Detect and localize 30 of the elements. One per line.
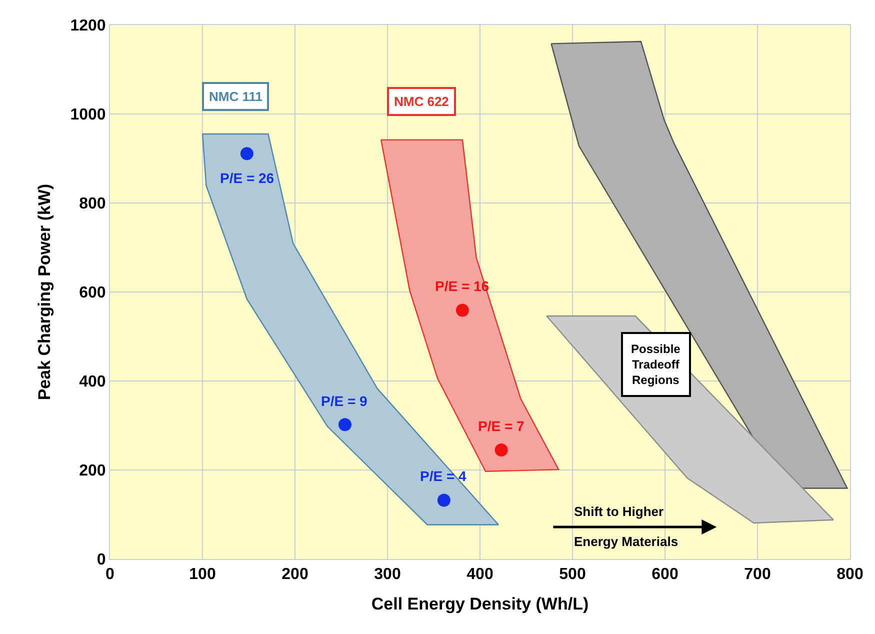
- y-axis-title: Peak Charging Power (kW): [34, 184, 54, 400]
- x-tick-label: 500: [559, 566, 586, 584]
- x-tick-label: 800: [836, 566, 864, 584]
- x-tick-label: 200: [282, 566, 308, 584]
- x-tick-label: 600: [652, 566, 678, 584]
- annotation: P/E = 26: [220, 170, 274, 186]
- y-tick-label: 400: [79, 374, 106, 391]
- annotation: Possible Tradeoff Regions: [631, 342, 681, 388]
- point: [338, 418, 352, 432]
- y-tick-label: 200: [79, 462, 106, 480]
- x-tick-label: 700: [744, 566, 771, 584]
- x-axis-title: Cell Energy Density (Wh/L): [371, 594, 589, 614]
- x-tick-label: 100: [189, 566, 216, 584]
- y-tick-label: 600: [79, 284, 106, 302]
- point: [240, 147, 254, 160]
- y-tick-label: 0: [96, 552, 106, 569]
- y-tick-label: 800: [79, 196, 106, 213]
- y-tick-label: 1200: [70, 18, 106, 35]
- point: [494, 443, 508, 456]
- text: NMC 111: [209, 89, 262, 104]
- annotation: P/E = 9: [321, 393, 368, 409]
- annotation: P/E = 4: [420, 468, 467, 484]
- annotation: P/E = 7: [478, 418, 525, 434]
- x-tick-label: 300: [374, 566, 401, 584]
- text: NMC 622: [394, 94, 449, 109]
- x-tick-label: 400: [466, 566, 494, 584]
- y-tick-label: 1000: [70, 106, 106, 124]
- point: [437, 494, 450, 507]
- point: [456, 304, 469, 317]
- annotation: Shift to Higher Energy Materials: [574, 504, 678, 549]
